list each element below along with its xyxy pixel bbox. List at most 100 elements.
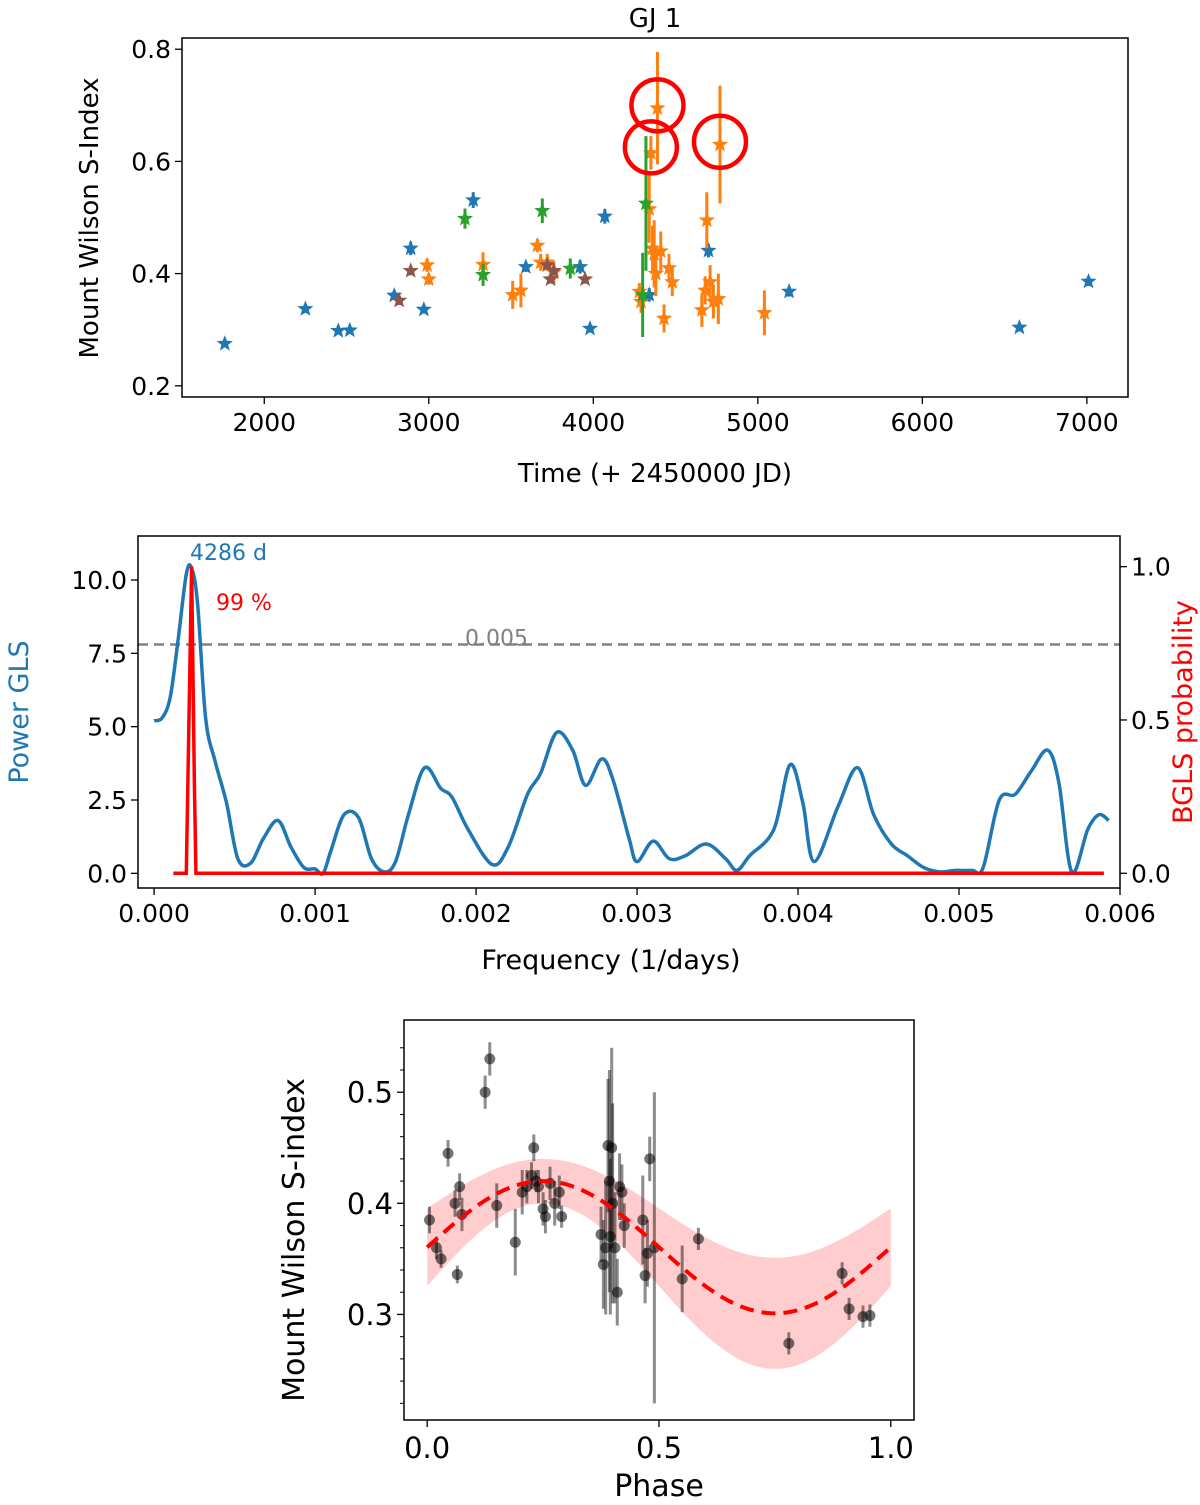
star-marker-orange (646, 245, 663, 261)
phase-point (454, 1181, 466, 1193)
phase-point (451, 1268, 463, 1280)
timeseries-panel: GJ 1 2000 3000 4000 5000 6000 7000 0.2 0.4 0.6 0.… (75, 4, 1129, 489)
star-marker-green (634, 286, 651, 302)
star-marker-blue (297, 300, 314, 316)
star-marker-green (456, 210, 474, 226)
periodogram-xlabel: Frequency (1/days) (481, 945, 740, 976)
phase-point (435, 1253, 447, 1265)
gls-power-line (153, 563, 1110, 876)
star-marker-orange (698, 211, 715, 228)
fit-uncertainty-band (427, 1158, 891, 1369)
star-marker-orange (711, 136, 729, 152)
peak-probability-label: 99 % (216, 591, 272, 616)
periodogram-y-right-tick-label: 1.0 (1131, 553, 1171, 582)
star-marker-orange (705, 293, 722, 309)
phase-point (479, 1086, 491, 1098)
phase-y-tick-label: 0.4 (347, 1187, 393, 1221)
phase-point (639, 1270, 651, 1282)
phase-panel: 0.0 0.5 1.0 0.3 0.4 0.5 Phase Mount Wilson S-… (277, 1019, 915, 1504)
timeseries-y-tick-label: 0.8 (131, 35, 171, 64)
timeseries-xlabel: Time (+ 2450000 JD) (517, 459, 792, 489)
periodogram-y-tick-label: 2.5 (87, 786, 127, 815)
phase-point (609, 1242, 621, 1254)
timeseries-y-tick-label: 0.6 (131, 147, 171, 176)
phase-point (491, 1200, 503, 1212)
star-marker-orange (647, 265, 664, 281)
timeseries-frame (181, 37, 1129, 398)
threshold-label: 0.005 (465, 627, 528, 652)
periodogram-y-right-tick-label: 0.0 (1131, 859, 1171, 888)
phase-point (430, 1242, 442, 1254)
periodogram-ylabel-right: BGLS probability (1168, 600, 1199, 824)
phase-x-tick-label: 0.5 (636, 1431, 682, 1465)
phase-point (637, 1214, 649, 1226)
phase-point (556, 1211, 568, 1223)
phase-point (606, 1142, 618, 1154)
star-marker-green (562, 260, 579, 276)
phase-point (449, 1197, 461, 1209)
phase-ylabel: Mount Wilson S-index (277, 1078, 312, 1402)
timeseries-title: GJ 1 (629, 4, 682, 34)
timeseries-x-tick-label: 3000 (397, 408, 461, 437)
phase-point (597, 1258, 609, 1270)
highlight-circle (691, 113, 749, 171)
star-marker-orange (632, 293, 650, 309)
phase-x-tick-label: 1.0 (868, 1431, 914, 1465)
timeseries-x-tick-label: 2000 (232, 408, 296, 437)
periodogram-y-tick-label: 10.0 (71, 566, 127, 595)
star-marker-orange (756, 304, 773, 320)
star-marker-brown (539, 256, 556, 273)
timeseries-x-tick-label: 4000 (561, 408, 625, 437)
timeseries-x-tick-label: 5000 (726, 408, 790, 437)
phase-y-tick-label: 0.5 (347, 1076, 393, 1110)
star-marker-orange (644, 239, 661, 256)
star-marker-brown (402, 262, 419, 278)
phase-point (618, 1220, 630, 1232)
periodogram-y-tick-label: 5.0 (87, 713, 127, 742)
star-marker-brown (576, 270, 594, 287)
timeseries-x-tick-label: 6000 (891, 408, 955, 437)
star-marker-blue (517, 258, 534, 274)
phase-point (692, 1233, 704, 1245)
phase-point (553, 1186, 565, 1198)
star-marker-blue (700, 242, 717, 258)
timeseries-data (216, 52, 1097, 351)
periodogram-ylabel: Power GLS (4, 640, 35, 783)
star-marker-orange (693, 301, 710, 317)
peak-period-label: 4286 d (190, 541, 267, 566)
star-marker-orange (419, 256, 436, 273)
star-marker-blue (1080, 272, 1097, 289)
star-marker-orange (660, 259, 678, 275)
star-marker-orange (504, 286, 521, 302)
phase-point (611, 1286, 623, 1298)
phase-point (532, 1181, 544, 1193)
star-marker-brown (545, 262, 562, 278)
phase-point (539, 1211, 551, 1223)
star-marker-orange (642, 144, 659, 160)
phase-point (836, 1267, 848, 1279)
phase-y-tick-label: 0.3 (347, 1298, 393, 1332)
star-marker-green (637, 194, 655, 211)
star-marker-orange (529, 237, 546, 253)
phase-point (603, 1175, 615, 1187)
star-marker-orange (631, 283, 648, 299)
star-marker-blue (641, 286, 658, 302)
star-marker-blue (572, 258, 589, 274)
star-marker-orange (512, 281, 529, 298)
phase-point (424, 1214, 435, 1226)
star-marker-orange (664, 273, 681, 289)
phase-xlabel: Phase (614, 1469, 704, 1504)
phase-point (600, 1242, 612, 1254)
star-marker-blue (781, 283, 798, 299)
periodogram-x-tick-label: 0.000 (118, 899, 190, 928)
star-marker-orange (697, 281, 714, 298)
phase-point (549, 1197, 561, 1209)
phase-point (484, 1053, 496, 1065)
star-marker-orange (710, 290, 727, 306)
phase-point (442, 1147, 454, 1159)
star-marker-blue (581, 320, 599, 336)
star-marker-orange (652, 242, 669, 259)
bgls-probability-line (173, 566, 1104, 876)
periodogram-data (138, 563, 1120, 876)
